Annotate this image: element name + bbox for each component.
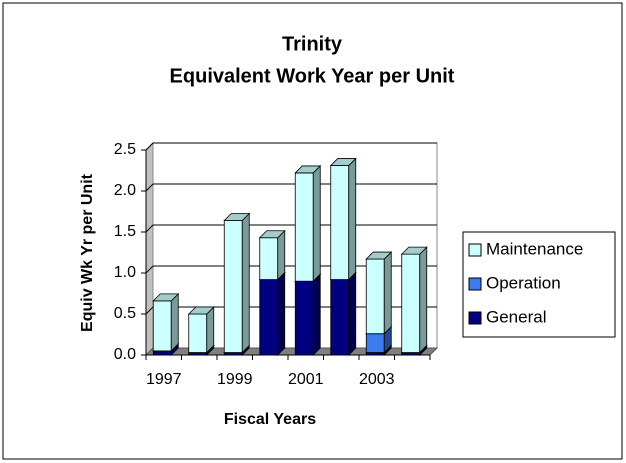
bar xyxy=(259,279,279,356)
bar-side xyxy=(277,271,286,356)
bar-side xyxy=(170,292,179,352)
bar xyxy=(223,220,243,353)
bar-top xyxy=(294,165,322,174)
bar-side xyxy=(383,251,392,335)
chart-title: Trinity xyxy=(282,33,343,55)
bar xyxy=(330,165,350,280)
y-tick-label: 1.5 xyxy=(114,223,136,240)
x-tick-label: 2003 xyxy=(359,371,395,388)
bar xyxy=(401,253,421,353)
bar-top xyxy=(223,213,251,221)
x-tick-label: 1997 xyxy=(146,371,182,388)
legend-label: Maintenance xyxy=(486,239,583,258)
x-tick-label: 1999 xyxy=(217,371,253,388)
legend-box xyxy=(462,231,616,338)
legend-label: Operation xyxy=(486,273,561,292)
bar xyxy=(294,172,314,282)
bar xyxy=(294,280,314,356)
y-axis-label: Equiv Wk Yr per Unit xyxy=(79,173,96,332)
x-axis-label: Fiscal Years xyxy=(224,411,316,428)
grid-line xyxy=(145,265,154,274)
bar xyxy=(152,350,172,356)
bar-top xyxy=(187,306,215,315)
bar xyxy=(188,313,208,353)
bar xyxy=(152,300,172,352)
legend-swatch xyxy=(468,243,482,257)
y-tick-label: 2.5 xyxy=(114,141,136,158)
bar xyxy=(365,258,385,335)
bar-side xyxy=(312,273,321,356)
y-tick-label: 0.0 xyxy=(114,346,136,363)
y-tick-label: 1.0 xyxy=(114,264,136,281)
bar-side xyxy=(419,246,428,354)
y-tick-label: 0.5 xyxy=(114,305,136,322)
x-tick-label: 2001 xyxy=(288,371,324,388)
bar xyxy=(259,237,279,280)
bar-side xyxy=(348,271,357,356)
bar xyxy=(330,279,350,356)
legend-swatch xyxy=(468,277,482,291)
bar-top xyxy=(365,251,393,260)
bar-top xyxy=(400,246,428,255)
side-wall xyxy=(145,141,154,357)
bar-top xyxy=(258,230,286,239)
bar-top xyxy=(329,158,357,166)
grid-line xyxy=(145,142,154,151)
grid-line xyxy=(145,224,154,233)
grid-line xyxy=(145,183,154,192)
bar-side xyxy=(277,229,286,281)
y-tick-label: 2.0 xyxy=(114,182,136,199)
bar-side xyxy=(312,164,321,283)
grid-line xyxy=(145,306,154,315)
legend-swatch xyxy=(468,311,482,325)
bar-side xyxy=(241,212,250,354)
bar-top xyxy=(152,293,180,302)
bar xyxy=(365,333,385,353)
legend-label: General xyxy=(486,307,546,326)
chart-subtitle: Equivalent Work Year per Unit xyxy=(170,65,455,87)
bar-side xyxy=(348,157,357,281)
bar-side xyxy=(206,306,215,354)
